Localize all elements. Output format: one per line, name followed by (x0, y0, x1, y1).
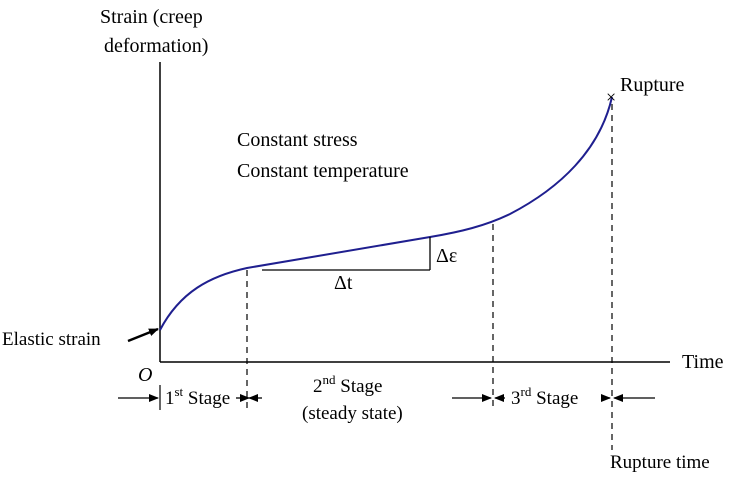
stage1-number: 1 (165, 388, 175, 409)
x-axis-label: Time (682, 351, 724, 373)
stage1-label: 1st Stage (165, 384, 230, 409)
condition-temperature: Constant temperature (237, 160, 409, 182)
stage2-sublabel: (steady state) (302, 403, 403, 424)
stage2-superscript: nd (323, 372, 337, 387)
stage3-text: Stage (531, 388, 578, 409)
rupture-marker: × (606, 87, 616, 107)
stage2-number: 2 (313, 376, 323, 397)
creep-curve (159, 96, 613, 331)
y-axis-label-line1: Strain (creep (100, 6, 203, 28)
rupture-time-label: Rupture time (610, 452, 710, 473)
stage1-superscript: st (175, 384, 184, 399)
origin-label: O (138, 364, 152, 386)
stage1-text: Stage (183, 388, 230, 409)
elastic-strain-arrow (127, 327, 159, 343)
rupture-label: Rupture (620, 74, 685, 96)
stage3-superscript: rd (521, 384, 532, 399)
delta-epsilon-label: Δε (436, 245, 457, 267)
stage3-label: 3rd Stage (511, 384, 578, 409)
condition-stress: Constant stress (237, 129, 358, 151)
stage2-text: Stage (336, 376, 383, 397)
stage2-label: 2nd Stage (313, 372, 382, 397)
y-axis-label-line2: deformation) (104, 35, 208, 57)
delta-t-label: Δt (334, 272, 353, 294)
elastic-strain-label: Elastic strain (2, 329, 101, 350)
stage3-number: 3 (511, 388, 521, 409)
